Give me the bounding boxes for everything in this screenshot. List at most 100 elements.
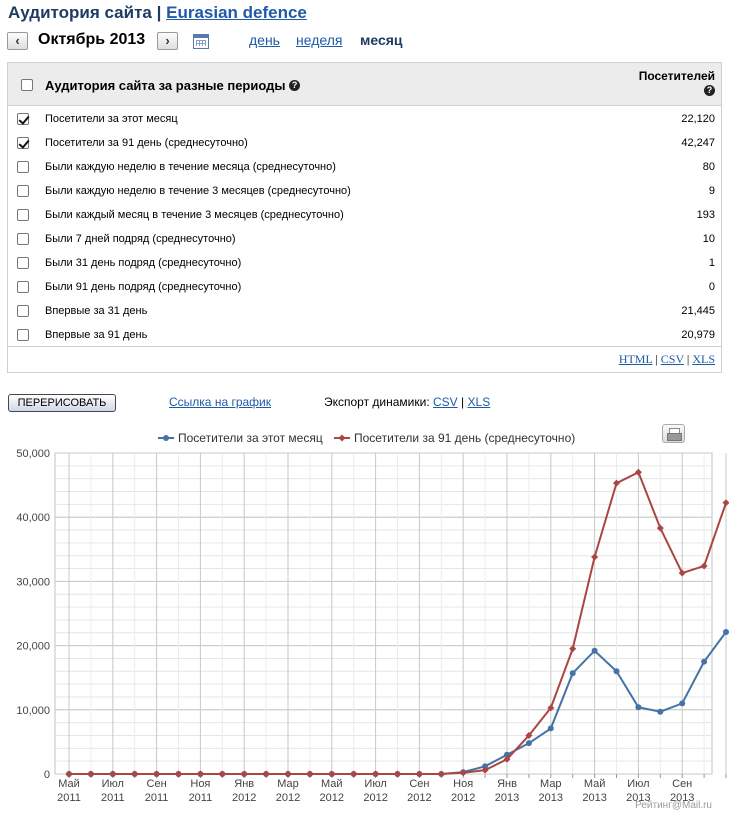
row-checkbox[interactable] bbox=[17, 281, 29, 293]
row-checkbox[interactable] bbox=[17, 113, 29, 125]
x-tick-label-month: Мар bbox=[277, 778, 299, 790]
data-point[interactable] bbox=[109, 770, 117, 778]
data-point[interactable] bbox=[613, 479, 620, 487]
select-all-checkbox[interactable] bbox=[21, 79, 33, 91]
granularity-month-link[interactable]: месяц bbox=[360, 32, 403, 48]
data-point[interactable] bbox=[525, 731, 533, 739]
data-point[interactable] bbox=[131, 770, 139, 778]
graph-link[interactable]: Ссылка на график bbox=[169, 395, 271, 409]
data-point[interactable] bbox=[679, 700, 686, 707]
granularity-week-link[interactable]: неделя bbox=[296, 32, 343, 48]
x-tick-label-month: Май bbox=[58, 778, 80, 790]
next-period-button[interactable]: › bbox=[157, 32, 178, 50]
data-point[interactable] bbox=[569, 670, 576, 677]
data-point[interactable] bbox=[700, 562, 708, 570]
calendar-icon[interactable] bbox=[193, 34, 209, 49]
data-point[interactable] bbox=[723, 628, 729, 635]
row-checkbox[interactable] bbox=[17, 305, 29, 317]
data-point[interactable] bbox=[613, 668, 620, 675]
help-icon[interactable]: ? bbox=[289, 80, 301, 91]
export-csv-link[interactable]: CSV bbox=[660, 352, 684, 366]
export-html-link[interactable]: HTML bbox=[618, 352, 653, 366]
data-point[interactable] bbox=[525, 740, 532, 747]
x-tick-label-year: 2013 bbox=[670, 792, 694, 804]
legend-label[interactable]: Посетители за 91 день (среднесуточно) bbox=[354, 431, 575, 445]
data-point[interactable] bbox=[459, 769, 467, 777]
row-checkbox[interactable] bbox=[17, 233, 29, 245]
data-point[interactable] bbox=[196, 770, 204, 778]
data-point[interactable] bbox=[569, 645, 577, 653]
data-point[interactable] bbox=[437, 770, 445, 778]
export-xls-link[interactable]: XLS bbox=[692, 352, 715, 366]
dynamics-xls-link[interactable]: XLS bbox=[467, 395, 491, 409]
x-tick-label-year: 2013 bbox=[539, 792, 563, 804]
row-checkbox[interactable] bbox=[17, 161, 29, 173]
data-point[interactable] bbox=[591, 647, 598, 654]
dynamics-separator: | bbox=[461, 395, 465, 409]
x-tick-label-month: Июл bbox=[102, 778, 124, 790]
row-label: Были каждую неделю в течение месяца (сре… bbox=[45, 161, 336, 173]
data-point[interactable] bbox=[87, 770, 95, 778]
data-point[interactable] bbox=[328, 770, 336, 778]
granularity-day-link[interactable]: день bbox=[249, 32, 280, 48]
x-tick-label-year: 2011 bbox=[57, 792, 81, 804]
data-point[interactable] bbox=[547, 704, 555, 712]
data-point[interactable] bbox=[503, 755, 511, 763]
table-row: Были каждую неделю в течение 3 месяцев (… bbox=[8, 179, 721, 203]
data-point[interactable] bbox=[547, 725, 554, 732]
data-point[interactable] bbox=[678, 569, 686, 577]
data-point[interactable] bbox=[656, 524, 664, 532]
title-separator: | bbox=[156, 3, 162, 22]
audience-chart: 0 10,000 20,000 30,000 40,000 50,000 Май 2011 Ию… bbox=[16, 431, 729, 804]
data-point[interactable] bbox=[634, 468, 642, 476]
data-point[interactable] bbox=[701, 658, 708, 665]
header-value-text: Посетителей bbox=[638, 69, 715, 83]
data-point[interactable] bbox=[240, 770, 248, 778]
data-point[interactable] bbox=[481, 766, 489, 774]
row-label: Были 7 дней подряд (среднесуточно) bbox=[45, 233, 236, 245]
data-point[interactable] bbox=[65, 770, 73, 778]
x-tick-label-year: 2013 bbox=[495, 792, 519, 804]
row-checkbox[interactable] bbox=[17, 209, 29, 221]
table-row: Впервые за 91 день 20,979 bbox=[8, 323, 721, 347]
data-point[interactable] bbox=[372, 770, 380, 778]
data-point[interactable] bbox=[350, 770, 358, 778]
row-checkbox[interactable] bbox=[17, 185, 29, 197]
data-point[interactable] bbox=[284, 770, 292, 778]
x-tick-label-month: Янв bbox=[234, 778, 254, 790]
x-tick-label-month: Ноя bbox=[190, 778, 210, 790]
row-value: 1 bbox=[708, 257, 715, 269]
row-checkbox[interactable] bbox=[17, 329, 29, 341]
data-point[interactable] bbox=[591, 553, 599, 561]
row-value: 193 bbox=[696, 209, 715, 221]
data-point[interactable] bbox=[262, 770, 270, 778]
data-point[interactable] bbox=[175, 770, 182, 778]
print-icon[interactable] bbox=[662, 424, 685, 443]
data-point[interactable] bbox=[153, 770, 161, 778]
x-tick-label-year: 2013 bbox=[582, 792, 606, 804]
row-checkbox[interactable] bbox=[17, 257, 29, 269]
data-point[interactable] bbox=[415, 770, 423, 778]
table-row: Впервые за 31 день 21,445 bbox=[8, 299, 721, 323]
help-icon[interactable]: ? bbox=[704, 85, 715, 96]
table-export-links: HTML | CSV | XLS bbox=[619, 352, 715, 367]
table-header-label: Аудитория сайта за разные периоды ? bbox=[45, 78, 301, 93]
data-point[interactable] bbox=[218, 770, 226, 778]
data-point[interactable] bbox=[657, 708, 664, 715]
site-name-link[interactable]: Eurasian defence bbox=[166, 3, 307, 22]
x-tick-label-year: 2011 bbox=[145, 792, 169, 804]
row-label: Были 31 день подряд (среднесуточно) bbox=[45, 257, 242, 269]
dynamics-export: Экспорт динамики: CSV | XLS bbox=[324, 395, 490, 409]
redraw-button[interactable]: ПЕРЕРИСОВАТЬ bbox=[8, 394, 116, 412]
data-point[interactable] bbox=[482, 763, 489, 770]
data-point[interactable] bbox=[394, 770, 401, 778]
legend-label[interactable]: Посетители за этот месяц bbox=[178, 431, 323, 445]
x-tick-label-month: Май bbox=[584, 778, 606, 790]
dynamics-csv-link[interactable]: CSV bbox=[433, 395, 458, 409]
data-point[interactable] bbox=[635, 704, 642, 711]
row-checkbox[interactable] bbox=[17, 137, 29, 149]
prev-period-button[interactable]: ‹ bbox=[7, 32, 28, 50]
data-point[interactable] bbox=[306, 770, 314, 778]
row-value: 9 bbox=[708, 185, 715, 197]
data-point[interactable] bbox=[722, 499, 729, 507]
